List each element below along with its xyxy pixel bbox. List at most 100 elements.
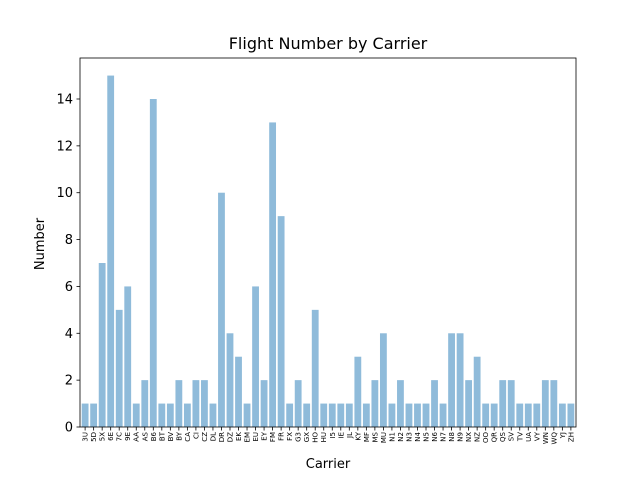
bar-VY <box>533 403 541 427</box>
x-tick-label: BY <box>175 431 183 440</box>
x-tick-label: SV <box>508 432 516 441</box>
bar-BV <box>166 403 174 427</box>
x-tick-label: MS <box>371 431 379 442</box>
x-tick-label: OO <box>482 432 490 444</box>
bar-N8 <box>448 333 455 427</box>
bar-N6 <box>431 380 438 427</box>
bar-WN <box>541 380 549 427</box>
x-tick-label: HU <box>320 432 328 442</box>
bar-I5 <box>328 403 336 427</box>
x-tick-label: N5 <box>423 432 431 442</box>
bars-group <box>81 75 575 428</box>
x-tick-label: EK <box>235 432 243 441</box>
bar-9E <box>124 286 132 427</box>
bar-FR <box>277 216 285 427</box>
bar-EU <box>252 286 259 427</box>
x-tick-label: JL <box>346 432 354 439</box>
y-tick-label: 6 <box>65 280 73 295</box>
x-tick-label: CI <box>192 432 200 439</box>
bar-G3 <box>294 380 302 427</box>
bar-FX <box>286 403 294 427</box>
bar-N4 <box>414 403 421 427</box>
y-axis-label: Number <box>33 217 48 270</box>
x-tick-label: NX <box>465 432 473 442</box>
x-tick-label: EY <box>261 431 269 440</box>
bar-CA <box>183 403 191 427</box>
x-tick-label: N8 <box>448 432 456 442</box>
x-tick-label: BV <box>167 432 175 442</box>
x-tick-label: N9 <box>457 432 465 442</box>
bar-HU <box>320 403 328 427</box>
bar-CI <box>192 380 200 427</box>
bar-DL <box>209 403 217 427</box>
y-tick-label: 0 <box>65 421 73 436</box>
bar-N9 <box>456 333 464 427</box>
x-tick-label: 9E <box>124 432 132 441</box>
y-tick-label: 2 <box>65 374 73 389</box>
bar-TV <box>516 403 524 427</box>
x-tick-label: DZ <box>226 432 234 442</box>
x-tick-label: IE <box>337 432 345 439</box>
x-tick-label: NZ <box>474 432 482 442</box>
x-tick-label: BT <box>158 431 166 441</box>
x-tick-label: YJ <box>559 432 567 439</box>
y-tick-label: 10 <box>56 186 73 201</box>
bar-7C <box>115 309 123 427</box>
bar-GX <box>303 403 311 427</box>
bar-EK <box>235 356 242 427</box>
bar-DR <box>218 192 225 427</box>
bar-AS <box>141 380 149 427</box>
x-tick-label: 3U <box>82 432 90 442</box>
x-tick-label: 7C <box>116 432 124 441</box>
bar-5X <box>98 263 106 427</box>
bar-N7 <box>439 403 447 427</box>
x-tick-label: UA <box>525 432 533 442</box>
x-tick-label: HO <box>312 432 320 443</box>
bar-IE <box>337 403 345 427</box>
x-tick-label: GX <box>303 432 311 442</box>
x-tick-label: VY <box>533 431 541 441</box>
x-tick-label: B6 <box>150 431 158 441</box>
bar-CZ <box>201 380 208 427</box>
bar-MU <box>379 333 387 427</box>
x-tick-label: DL <box>209 432 217 441</box>
bar-WQ <box>550 380 558 427</box>
x-tick-label: 5X <box>99 432 107 441</box>
y-tick-label: 14 <box>56 93 73 108</box>
x-tick-label: N1 <box>388 432 396 442</box>
x-tick-label: FR <box>278 432 286 441</box>
x-tick-label: AS <box>141 431 149 441</box>
x-tick-label: FX <box>286 432 294 441</box>
bar-ZH <box>567 403 575 427</box>
bar-KY <box>354 356 362 427</box>
bar-3U <box>81 403 89 427</box>
x-tick-label: FM <box>269 432 277 442</box>
x-tick-label: 5D <box>90 432 98 442</box>
bar-EY <box>260 380 268 427</box>
x-tick-label: AA <box>133 432 141 442</box>
x-tick-label: KY <box>354 431 362 440</box>
bar-NX <box>465 380 473 427</box>
x-tick-label: QS <box>499 431 507 442</box>
bar-NZ <box>473 356 481 427</box>
x-tick-label: MF <box>363 432 371 442</box>
bar-EM <box>243 403 251 427</box>
x-tick-label: MU <box>380 432 388 443</box>
y-axis-ticks: 0 2 4 6 8 10 12 14 <box>56 93 80 436</box>
x-tick-label: TV <box>516 432 524 442</box>
bar-OO <box>482 403 490 427</box>
y-tick-label: 4 <box>65 327 73 342</box>
plot-area-frame <box>79 57 577 428</box>
bar-BY <box>175 380 183 427</box>
y-tick-label: 8 <box>65 233 73 248</box>
x-tick-label: N3 <box>405 432 413 442</box>
bar-UA <box>524 403 532 427</box>
bar-B6 <box>149 99 157 427</box>
x-axis-label: Carrier <box>306 457 351 472</box>
bar-JL <box>345 403 353 427</box>
x-tick-label: CZ <box>201 432 209 442</box>
bar-N5 <box>422 403 430 427</box>
bar-BT <box>158 403 166 427</box>
x-tick-label: N7 <box>440 432 448 442</box>
